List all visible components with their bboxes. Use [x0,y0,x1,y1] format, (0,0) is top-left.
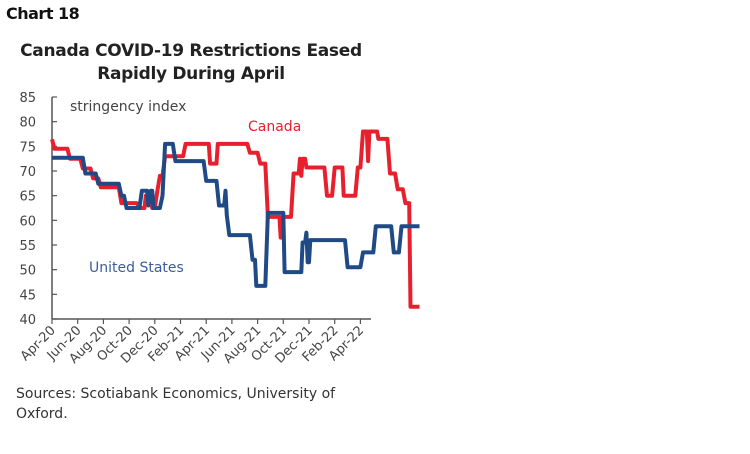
source-note: Sources: Scotiabank Economics, Universit… [16,386,336,422]
chart-title: Canada COVID-19 Restrictions Eased Rapid… [20,41,362,84]
y-tick-label: 80 [19,116,36,131]
y-tick-label: 60 [19,214,36,229]
y-tick-label: 55 [19,239,36,254]
y-tick-label: 65 [19,190,36,205]
y-tick-label: 85 [19,91,36,106]
chart-number-label: Chart 18 [6,4,80,23]
y-tick-label: 40 [19,313,36,328]
series-label-united-states: United States [89,260,184,276]
y-tick-label: 70 [19,165,36,180]
series-line-canada [50,129,420,309]
series-line-united-states [52,141,420,288]
series-label-canada: Canada [248,119,301,135]
y-tick-label: 75 [19,140,36,155]
y-tick-label: 45 [19,288,36,303]
y-tick-label: 50 [19,264,36,279]
y-axis-annotation: stringency index [70,99,186,115]
